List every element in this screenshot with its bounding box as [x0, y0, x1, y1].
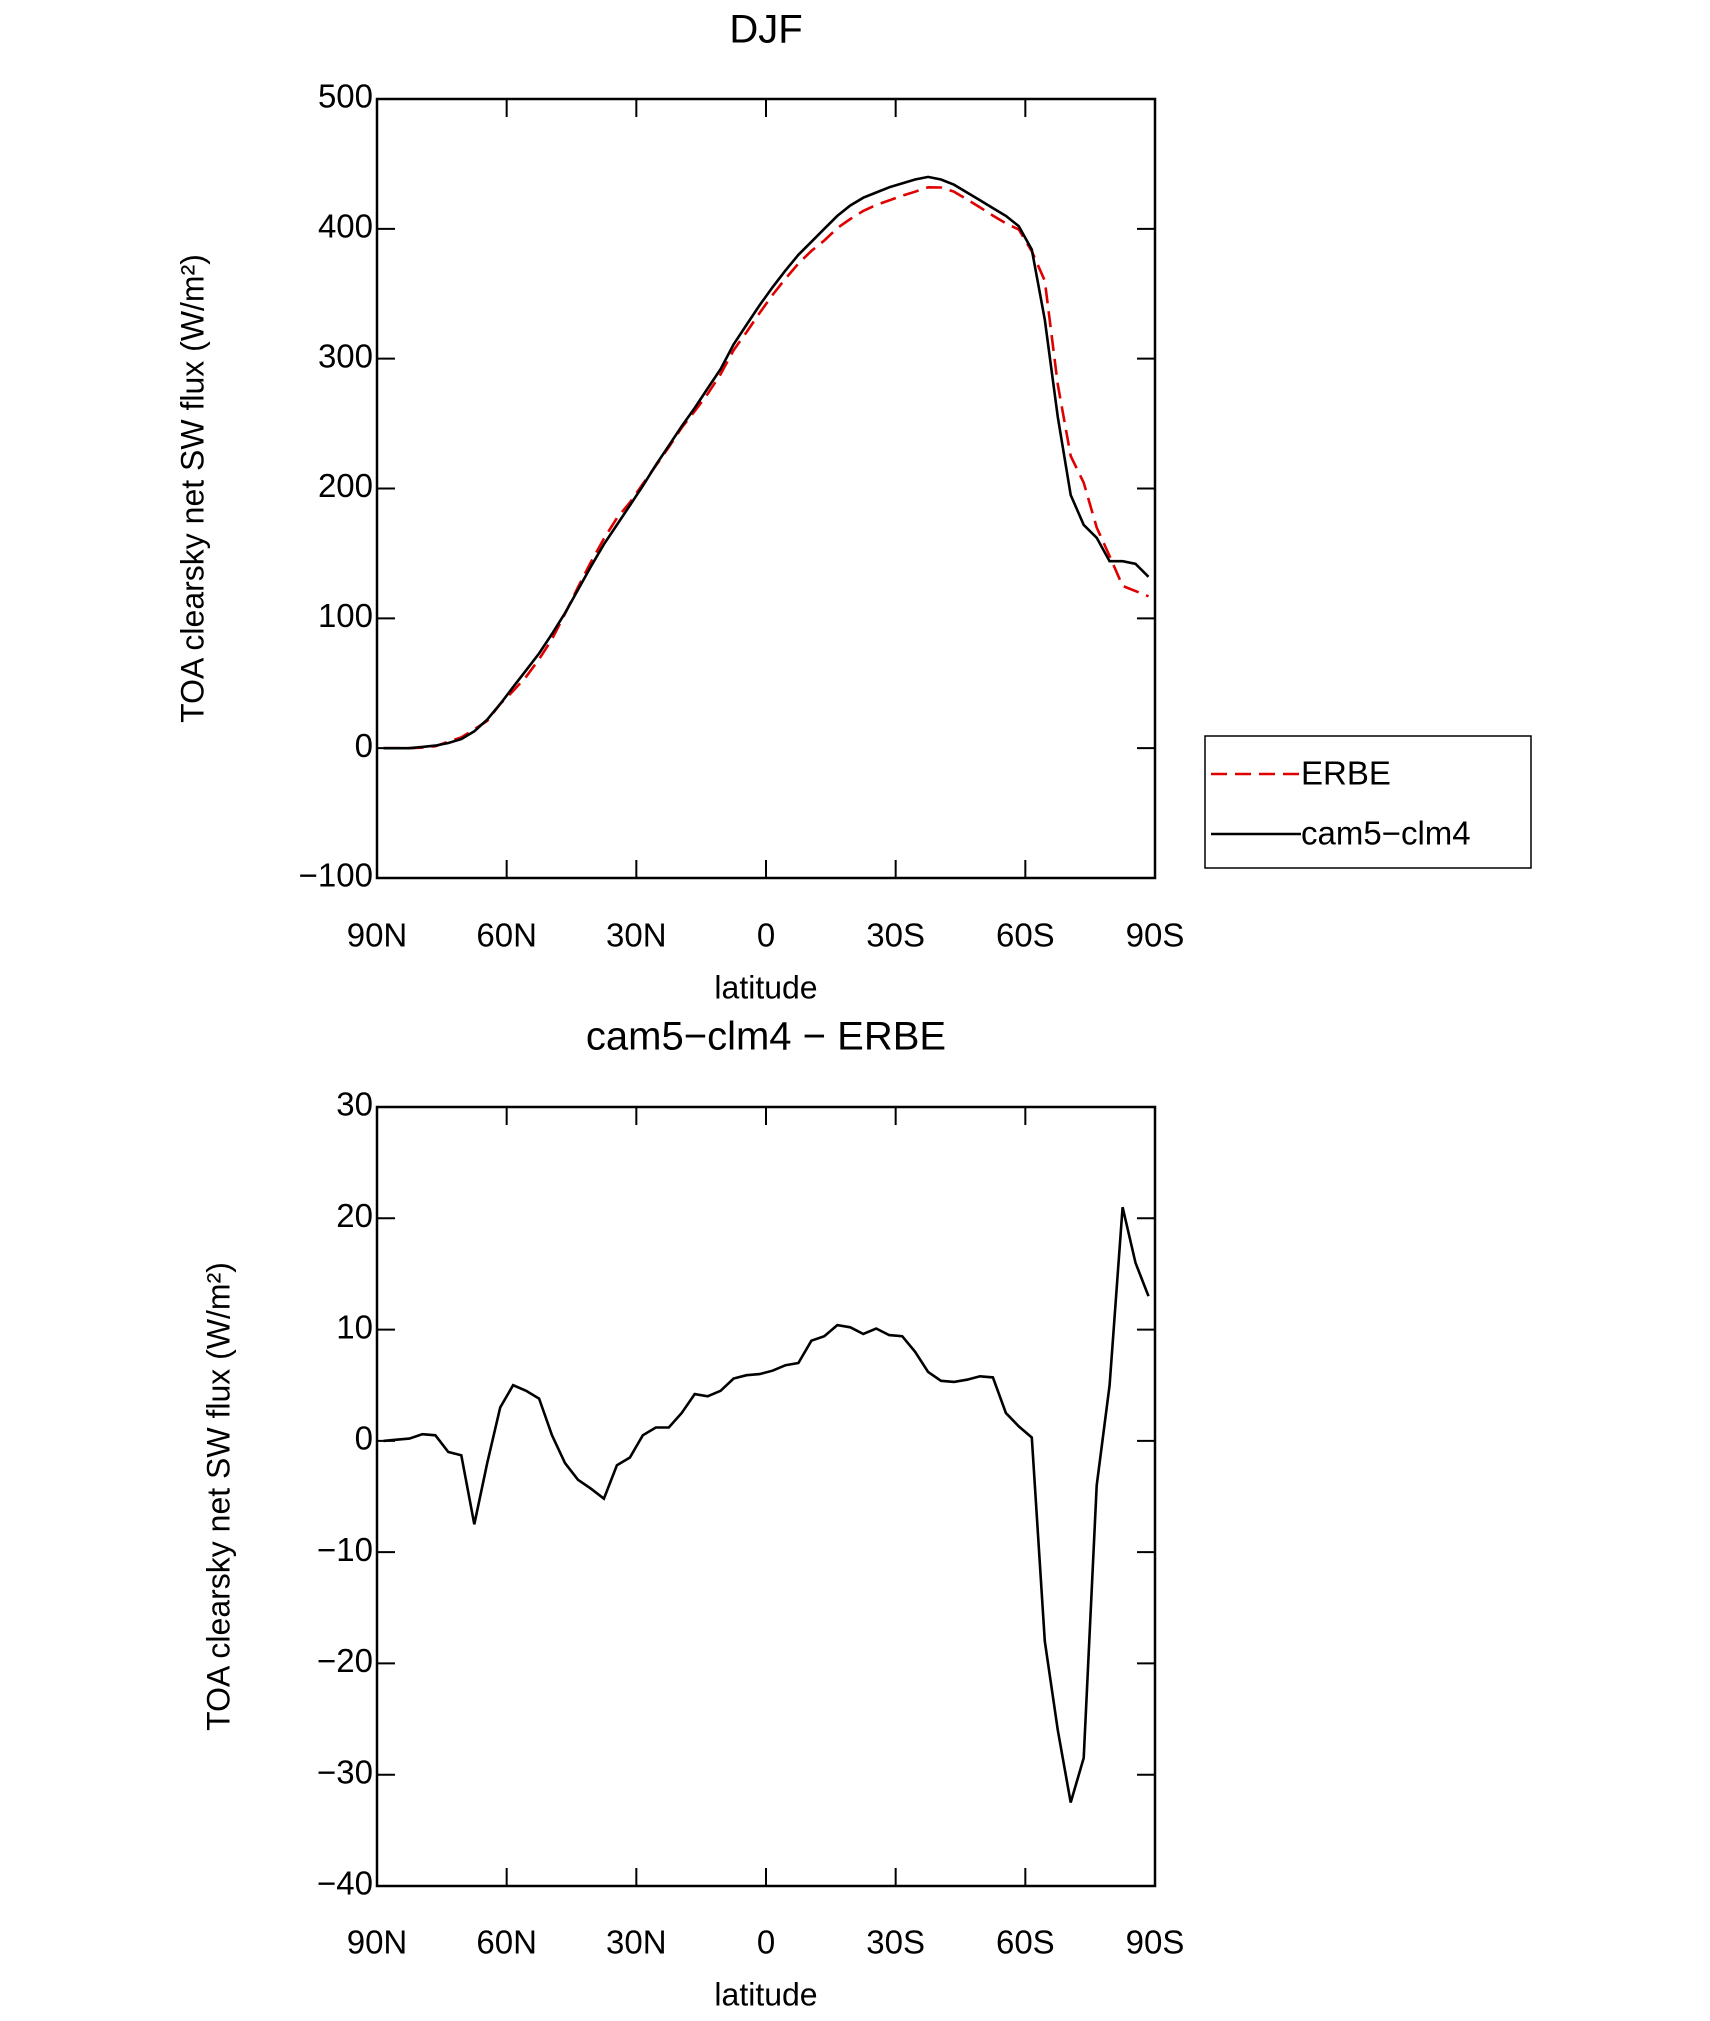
legend-label: cam5−clm4: [1301, 815, 1471, 852]
x-tick-label: 60N: [476, 1924, 537, 1961]
y-tick-label: −30: [317, 1753, 373, 1790]
y-tick-label: 500: [318, 78, 373, 115]
legend-box: [1204, 735, 1532, 869]
y-tick-label: 100: [318, 597, 373, 634]
plot-frame: [375, 97, 1157, 880]
y-tick-label: 20: [336, 1197, 373, 1234]
x-tick-label: 90N: [347, 1924, 408, 1961]
y-axis-label: TOA clearsky net SW flux (W/m²): [174, 254, 210, 723]
data-line: [383, 1206, 1150, 1803]
x-tick-label: 90S: [1126, 917, 1185, 954]
x-tick-label: 30N: [606, 917, 667, 954]
y-tick-label: 10: [336, 1308, 373, 1345]
y-tick-label: −20: [317, 1642, 373, 1679]
data-line: [383, 175, 1150, 750]
legend-label: ERBE: [1301, 755, 1391, 792]
x-tick-label: 30N: [606, 1924, 667, 1961]
y-tick-label: 300: [318, 337, 373, 374]
chart-title: DJF: [729, 8, 802, 52]
x-tick-label: 90S: [1126, 1924, 1185, 1961]
y-tick-label: 400: [318, 208, 373, 245]
x-tick-label: 60N: [476, 917, 537, 954]
x-tick-label: 30S: [866, 1924, 925, 1961]
y-tick-label: 30: [336, 1086, 373, 1123]
x-axis-label: latitude: [714, 1976, 817, 2012]
y-tick-label: 0: [355, 1420, 373, 1457]
y-tick-label: 0: [355, 727, 373, 764]
y-tick-label: −100: [299, 857, 373, 894]
x-tick-label: 60S: [996, 1924, 1055, 1961]
data-line: [383, 185, 1149, 750]
y-axis-label: TOA clearsky net SW flux (W/m²): [200, 1262, 236, 1731]
x-tick-label: 90N: [347, 917, 408, 954]
x-tick-label: 30S: [866, 917, 925, 954]
chart-title: cam5−clm4 − ERBE: [586, 1015, 946, 1059]
plot-frame: [375, 1105, 1157, 1888]
y-tick-label: 200: [318, 467, 373, 504]
x-tick-label: 0: [757, 1924, 775, 1961]
y-tick-label: −10: [317, 1531, 373, 1568]
x-tick-label: 60S: [996, 917, 1055, 954]
x-tick-label: 0: [757, 917, 775, 954]
x-axis-label: latitude: [714, 969, 817, 1005]
y-tick-label: −40: [317, 1865, 373, 1902]
